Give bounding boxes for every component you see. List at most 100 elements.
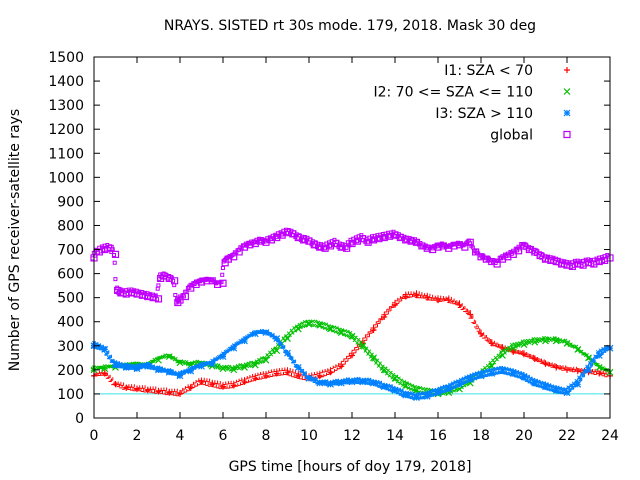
data-point xyxy=(241,364,248,371)
data-point xyxy=(327,325,334,333)
y-tick-label: 700 xyxy=(57,243,84,259)
data-point xyxy=(412,238,421,246)
data-point xyxy=(542,337,549,345)
data-point xyxy=(380,366,388,374)
x-axis-label: GPS time [hours of doy 179, 2018] xyxy=(229,459,472,475)
data-point xyxy=(122,364,130,371)
data-point xyxy=(305,320,313,328)
data-point xyxy=(466,376,474,383)
data-point xyxy=(187,367,195,375)
data-point xyxy=(273,335,281,343)
legend-marker xyxy=(564,67,570,73)
data-point xyxy=(423,392,431,400)
data-point xyxy=(230,253,238,261)
y-tick-label: 300 xyxy=(57,339,84,355)
data-point xyxy=(138,291,146,299)
data-point xyxy=(176,359,184,367)
data-point xyxy=(552,386,560,394)
data-point xyxy=(177,390,183,397)
legend-marker xyxy=(563,109,571,117)
data-point xyxy=(101,365,109,373)
x-tick-label: 8 xyxy=(262,428,271,444)
data-point xyxy=(176,296,184,304)
data-point xyxy=(493,260,501,268)
data-point xyxy=(370,327,377,334)
data-point xyxy=(552,337,560,345)
data-point xyxy=(337,379,345,387)
x-tick-label: 18 xyxy=(472,428,490,444)
data-point xyxy=(520,341,528,349)
data-point xyxy=(122,290,130,298)
data-point xyxy=(123,384,130,391)
data-point xyxy=(316,243,324,251)
data-point xyxy=(488,370,496,377)
y-tick-label: 600 xyxy=(57,267,84,283)
data-point xyxy=(241,378,248,385)
data-point xyxy=(348,378,356,386)
data-point xyxy=(456,380,463,388)
legend-label: I1: SZA < 70 xyxy=(444,63,533,79)
data-point xyxy=(144,387,151,394)
data-point xyxy=(477,253,485,261)
data-point xyxy=(214,280,222,289)
data-point xyxy=(574,380,582,388)
data-point xyxy=(574,260,582,268)
data-point xyxy=(552,257,560,266)
x-tick-label: 4 xyxy=(176,428,185,444)
data-point xyxy=(424,294,431,301)
series-4 xyxy=(90,227,614,307)
data-point xyxy=(456,301,463,308)
data-point xyxy=(445,244,453,252)
data-point xyxy=(488,257,496,266)
data-point xyxy=(294,364,302,371)
data-point xyxy=(157,274,165,283)
data-point xyxy=(262,238,270,246)
data-point xyxy=(445,385,453,393)
legend-label: I2: 70 <= SZA <= 110 xyxy=(373,85,533,101)
data-point xyxy=(289,230,297,238)
data-point xyxy=(413,292,420,299)
data-point xyxy=(380,383,388,391)
data-point xyxy=(305,374,313,382)
y-tick-label: 500 xyxy=(57,291,84,307)
y-tick-label: 1300 xyxy=(48,98,84,114)
y-tick-label: 900 xyxy=(57,194,84,210)
data-point xyxy=(521,351,527,358)
data-point xyxy=(208,277,216,285)
data-point xyxy=(348,332,356,340)
data-point xyxy=(536,251,544,260)
data-point xyxy=(520,373,528,381)
data-point xyxy=(370,379,377,387)
data-point xyxy=(284,369,291,376)
data-point xyxy=(95,248,103,256)
data-point xyxy=(359,342,367,350)
data-point xyxy=(327,369,334,376)
data-point xyxy=(375,235,383,243)
data-point xyxy=(386,232,394,240)
data-point xyxy=(413,386,420,394)
data-point xyxy=(595,352,603,359)
data-point xyxy=(273,370,280,377)
data-point xyxy=(165,274,173,283)
data-point xyxy=(525,245,533,254)
data-point xyxy=(144,362,152,370)
data-point xyxy=(101,345,109,353)
data-point xyxy=(585,366,592,374)
legend-marker xyxy=(563,130,571,139)
data-point xyxy=(563,389,571,397)
data-point xyxy=(429,245,437,254)
data-point xyxy=(510,348,517,355)
data-point xyxy=(155,388,162,395)
series-4-points xyxy=(90,227,611,305)
data-point xyxy=(564,366,570,373)
x-tick-label: 14 xyxy=(386,428,404,444)
data-point xyxy=(273,347,281,355)
data-point xyxy=(174,298,182,307)
data-point xyxy=(251,239,259,248)
data-point xyxy=(520,242,528,250)
data-point xyxy=(128,289,136,297)
data-point xyxy=(171,277,179,285)
data-point xyxy=(606,254,614,262)
series-3 xyxy=(90,328,614,401)
